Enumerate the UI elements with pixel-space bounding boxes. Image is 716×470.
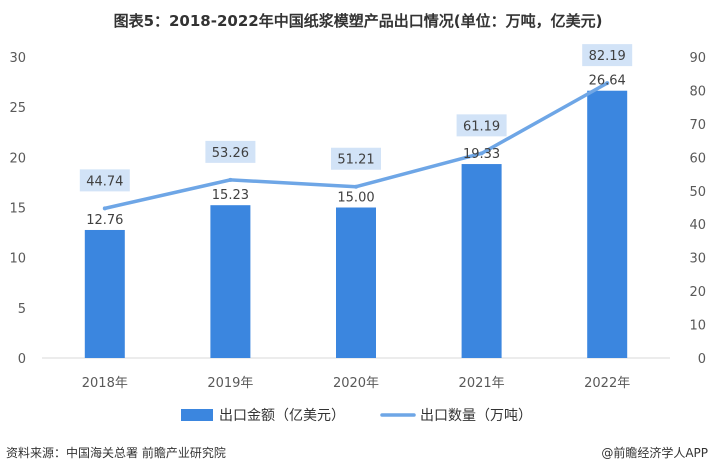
right-axis-tick-label: 90 xyxy=(689,51,706,66)
bar-data-label: 15.23 xyxy=(212,188,249,203)
right-axis-tick-label: 60 xyxy=(689,151,706,166)
line-label-box xyxy=(79,169,130,192)
legend-label-bar: 出口金额（亿美元） xyxy=(219,408,345,424)
bar[interactable] xyxy=(84,229,125,358)
line-label-box xyxy=(582,44,633,67)
line-data-label: 82.19 xyxy=(589,49,626,64)
x-axis-tick-label: 2020年 xyxy=(333,376,379,391)
right-axis-tick-label: 50 xyxy=(689,185,706,200)
right-axis-tick-label: 40 xyxy=(689,218,706,233)
line-data-label: 61.19 xyxy=(463,119,500,134)
line-point[interactable] xyxy=(354,184,358,189)
bar[interactable] xyxy=(336,207,376,359)
bar[interactable] xyxy=(210,205,251,358)
line-label-box xyxy=(456,114,507,137)
line-data-label: 53.26 xyxy=(212,146,249,161)
bar-data-label: 19.33 xyxy=(463,147,500,162)
line-label-box xyxy=(205,140,256,163)
line-point[interactable] xyxy=(102,206,107,211)
x-axis-tick-label: 2018年 xyxy=(82,376,128,391)
chart-svg: 0 5 10 15 20 25 30 0 10 20 30 40 50 60 70 80 90 2018年 2019… xyxy=(9,44,706,424)
left-axis-tick-label: 10 xyxy=(9,252,26,267)
right-axis-tick-label: 10 xyxy=(689,319,706,334)
right-axis-tick-label: 0 xyxy=(698,352,706,367)
brand-credit: @前瞻经济学人APP xyxy=(601,446,708,460)
left-axis-tick-label: 30 xyxy=(9,51,26,66)
right-axis-tick-label: 30 xyxy=(689,252,706,267)
line-point[interactable] xyxy=(605,81,610,86)
bar-data-label: 26.64 xyxy=(589,74,626,89)
x-axis-tick-label: 2021年 xyxy=(459,376,505,391)
bar-data-label: 12.76 xyxy=(86,213,123,228)
left-axis-tick-label: 20 xyxy=(9,151,26,166)
right-axis-tick-label: 70 xyxy=(689,118,706,133)
line-data-label: 51.21 xyxy=(337,153,374,168)
chart-title: 图表5：2018-2022年中国纸浆模塑产品出口情况(单位：万吨，亿美元) xyxy=(113,12,603,30)
legend-swatch-bar xyxy=(181,409,213,421)
left-axis-tick-label: 25 xyxy=(9,101,26,116)
bar[interactable] xyxy=(587,90,628,358)
right-axis-tick-label: 20 xyxy=(689,285,706,300)
line-point[interactable] xyxy=(228,177,233,182)
bar[interactable] xyxy=(461,164,502,358)
source-note: 资料来源：中国海关总署 前瞻产业研究院 xyxy=(6,446,226,460)
left-axis-tick-label: 15 xyxy=(9,202,26,217)
left-axis-tick-label: 0 xyxy=(18,352,26,367)
left-axis-tick-label: 5 xyxy=(18,302,26,317)
line-point[interactable] xyxy=(479,151,484,156)
line-label-box xyxy=(331,147,381,170)
line-data-label: 44.74 xyxy=(86,174,123,189)
bar-data-label: 15.00 xyxy=(337,191,374,206)
legend-label-line: 出口数量（万吨） xyxy=(420,408,532,424)
x-axis-tick-label: 2022年 xyxy=(584,376,630,391)
x-axis-tick-label: 2019年 xyxy=(207,376,253,391)
right-axis-tick-label: 80 xyxy=(689,84,706,99)
